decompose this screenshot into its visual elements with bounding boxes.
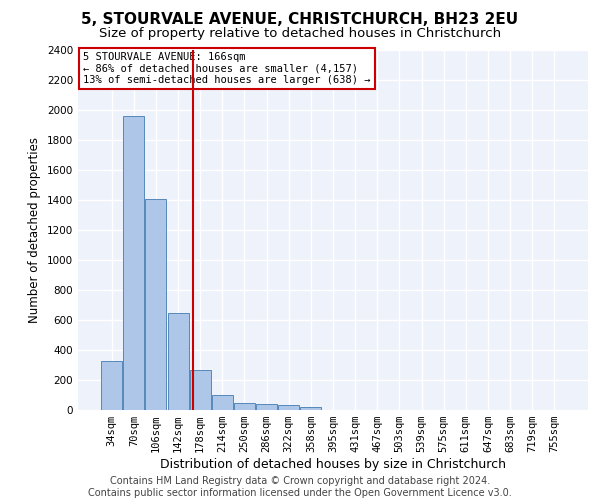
Bar [278, 405, 299, 410]
Bar [190, 370, 211, 410]
Bar [167, 312, 188, 410]
Bar [124, 116, 145, 410]
Bar [234, 403, 255, 410]
Bar [212, 395, 233, 410]
X-axis label: Distribution of detached houses by size in Christchurch: Distribution of detached houses by size … [160, 458, 506, 471]
Text: 5 STOURVALE AVENUE: 166sqm
← 86% of detached houses are smaller (4,157)
13% of s: 5 STOURVALE AVENUE: 166sqm ← 86% of deta… [83, 52, 371, 85]
Bar [301, 407, 322, 410]
Text: Contains HM Land Registry data © Crown copyright and database right 2024.
Contai: Contains HM Land Registry data © Crown c… [88, 476, 512, 498]
Text: 5, STOURVALE AVENUE, CHRISTCHURCH, BH23 2EU: 5, STOURVALE AVENUE, CHRISTCHURCH, BH23 … [82, 12, 518, 28]
Y-axis label: Number of detached properties: Number of detached properties [28, 137, 41, 323]
Bar [101, 361, 122, 410]
Bar [145, 199, 166, 410]
Text: Size of property relative to detached houses in Christchurch: Size of property relative to detached ho… [99, 28, 501, 40]
Bar [256, 404, 277, 410]
